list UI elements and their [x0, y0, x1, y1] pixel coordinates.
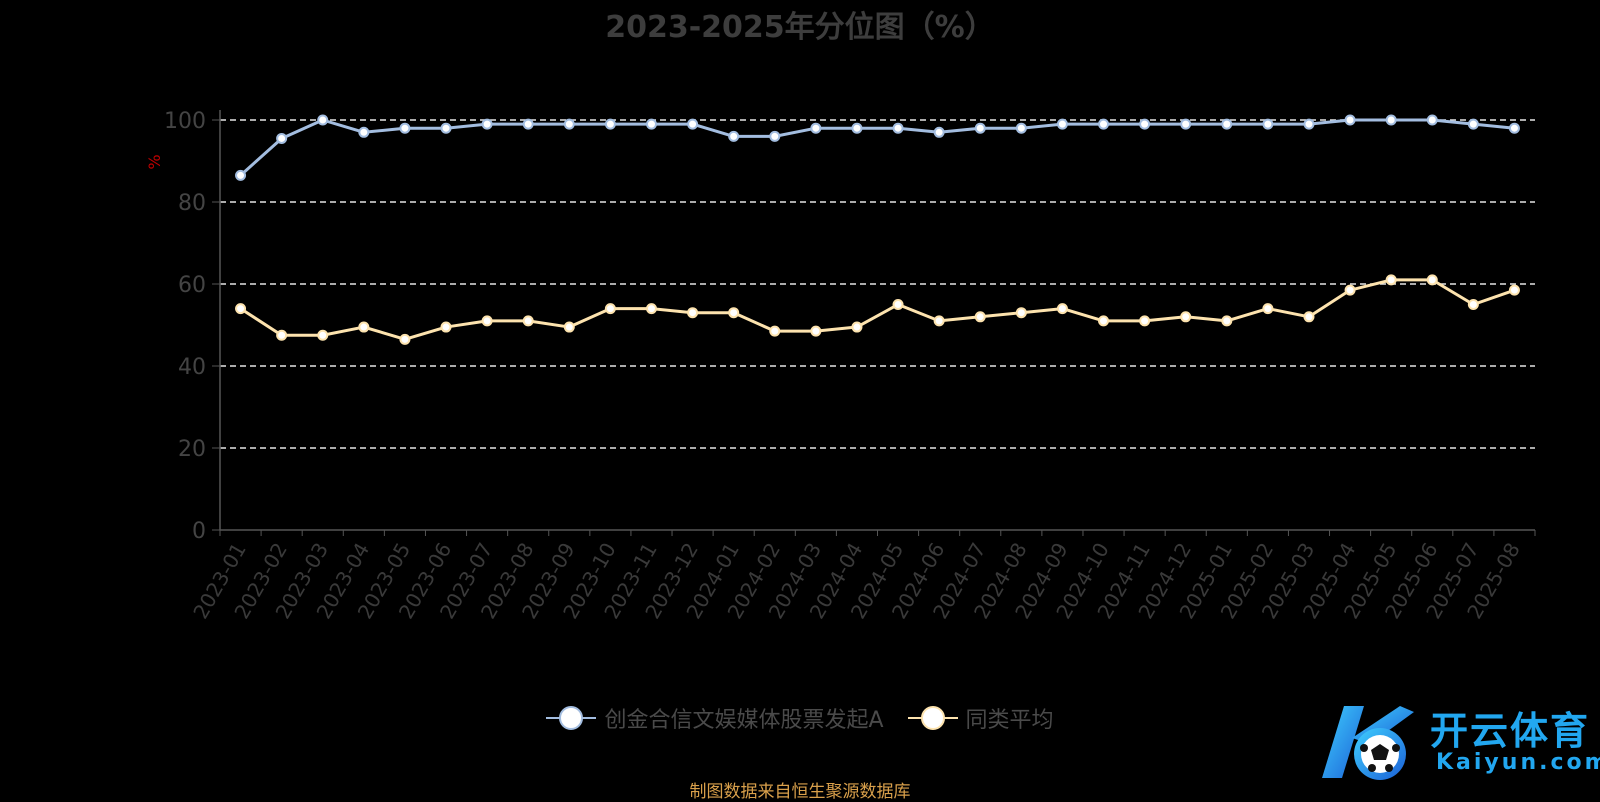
data-point-1 — [810, 325, 822, 337]
data-point-0 — [1221, 118, 1233, 130]
data-point-0 — [317, 114, 329, 126]
legend-label-fund: 创金合信文娱媒体股票发起A — [604, 708, 884, 733]
data-point-1 — [974, 311, 986, 323]
data-point-1 — [1303, 311, 1315, 323]
y-tick-label: 40 — [178, 355, 206, 380]
data-point-0 — [1426, 114, 1438, 126]
data-point-0 — [1139, 118, 1151, 130]
data-point-1 — [358, 321, 370, 333]
data-point-1 — [1508, 284, 1520, 296]
data-point-1 — [563, 321, 575, 333]
data-point-0 — [1467, 118, 1479, 130]
data-point-1 — [728, 307, 740, 319]
series-line-1 — [239, 278, 1515, 341]
data-point-1 — [1015, 307, 1027, 319]
data-point-1 — [1098, 315, 1110, 327]
data-point-0 — [399, 122, 411, 134]
data-point-1 — [1467, 299, 1479, 310]
data-point-1 — [1180, 311, 1192, 323]
data-point-0 — [1303, 118, 1315, 130]
watermark-subtext: Kaiyun.com — [1436, 750, 1600, 775]
data-point-0 — [1344, 114, 1356, 126]
y-tick-label: 100 — [164, 109, 206, 134]
data-point-1 — [235, 303, 247, 315]
data-point-0 — [358, 126, 370, 138]
legend-item-fund[interactable]: 创金合信文娱媒体股票发起A — [546, 702, 884, 734]
data-point-0 — [810, 122, 822, 134]
data-point-0 — [1180, 118, 1192, 130]
data-point-0 — [728, 130, 740, 142]
data-point-0 — [440, 122, 452, 134]
data-point-1 — [645, 303, 657, 315]
data-point-1 — [1344, 284, 1356, 296]
data-point-1 — [1385, 274, 1397, 286]
y-axis-label: % — [145, 154, 164, 169]
data-point-0 — [1385, 114, 1397, 126]
data-point-1 — [1056, 303, 1068, 315]
legend-label-peer-average: 同类平均 — [965, 708, 1054, 733]
y-tick-label: 60 — [178, 273, 206, 298]
data-point-0 — [1098, 118, 1110, 130]
y-tick-label: 80 — [178, 191, 206, 216]
data-point-0 — [1262, 118, 1274, 130]
data-point-0 — [563, 118, 575, 130]
series-line-0 — [239, 118, 1515, 177]
data-point-0 — [933, 126, 945, 138]
legend-swatch-peer-average — [907, 706, 958, 730]
data-point-1 — [1426, 274, 1438, 286]
data-point-0 — [892, 122, 904, 134]
data-point-0 — [1015, 122, 1027, 134]
data-point-0 — [851, 122, 863, 134]
data-point-1 — [399, 333, 411, 345]
line-chart: 020406080100%2023-012023-022023-032023-0… — [145, 109, 1536, 623]
watermark-logo: 开云体育 Kaiyun.com — [1312, 698, 1600, 786]
data-point-1 — [1221, 315, 1233, 327]
y-tick-label: 20 — [178, 437, 206, 462]
data-point-0 — [481, 118, 493, 130]
data-point-1 — [276, 329, 288, 341]
data-point-1 — [933, 315, 945, 327]
y-tick-label: 0 — [192, 519, 206, 544]
data-point-1 — [769, 325, 781, 337]
data-point-1 — [522, 315, 534, 327]
data-point-0 — [235, 169, 247, 181]
chart-title: 2023-2025年分位图（%） — [605, 10, 995, 45]
data-point-0 — [769, 130, 781, 142]
data-source-note: 制图数据来自恒生聚源数据库 — [689, 782, 911, 802]
data-point-0 — [645, 118, 657, 130]
soccer-ball-icon — [1322, 706, 1414, 780]
data-point-0 — [974, 122, 986, 134]
data-point-1 — [1262, 303, 1274, 315]
data-point-1 — [440, 321, 452, 333]
data-point-0 — [604, 118, 616, 130]
data-point-1 — [481, 315, 493, 327]
data-point-0 — [1508, 122, 1520, 134]
data-point-1 — [317, 329, 329, 341]
data-point-0 — [522, 118, 534, 130]
data-point-1 — [1139, 315, 1151, 327]
legend-swatch-fund — [546, 706, 597, 730]
data-point-1 — [604, 303, 616, 315]
watermark-text: 开云体育 — [1430, 709, 1591, 753]
data-point-0 — [1056, 118, 1068, 130]
data-point-1 — [851, 321, 863, 333]
data-point-1 — [687, 307, 699, 319]
data-point-0 — [276, 132, 288, 144]
data-point-1 — [892, 299, 904, 310]
legend: 创金合信文娱媒体股票发起A 同类平均 — [0, 702, 1600, 734]
legend-item-peer-average[interactable]: 同类平均 — [907, 702, 1054, 734]
data-point-0 — [687, 118, 699, 130]
